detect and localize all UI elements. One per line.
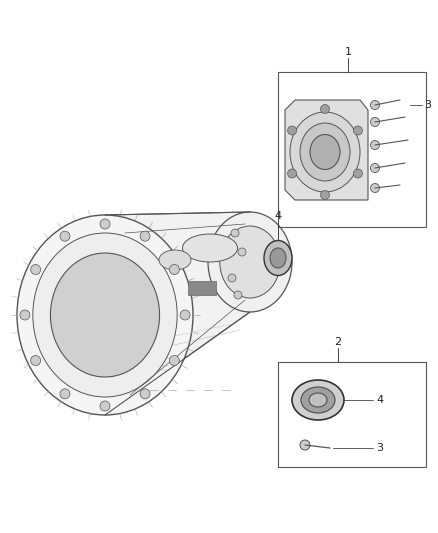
- Ellipse shape: [183, 234, 237, 262]
- Circle shape: [228, 274, 236, 282]
- Circle shape: [20, 310, 30, 320]
- Ellipse shape: [264, 240, 292, 276]
- Circle shape: [231, 229, 239, 237]
- Ellipse shape: [17, 215, 193, 415]
- Circle shape: [371, 164, 379, 173]
- Ellipse shape: [220, 226, 280, 298]
- Bar: [188, 281, 216, 295]
- Circle shape: [234, 291, 242, 299]
- Circle shape: [353, 126, 362, 135]
- Circle shape: [31, 264, 41, 274]
- Circle shape: [288, 126, 297, 135]
- Circle shape: [371, 101, 379, 109]
- Ellipse shape: [309, 393, 327, 407]
- Circle shape: [100, 401, 110, 411]
- Circle shape: [321, 104, 329, 114]
- Circle shape: [170, 356, 179, 366]
- Circle shape: [321, 190, 329, 199]
- Circle shape: [238, 248, 246, 256]
- Ellipse shape: [33, 233, 177, 397]
- Ellipse shape: [159, 250, 191, 270]
- Circle shape: [100, 219, 110, 229]
- Circle shape: [353, 169, 362, 178]
- Bar: [278, 72, 426, 227]
- Ellipse shape: [50, 253, 159, 377]
- Circle shape: [140, 389, 150, 399]
- Ellipse shape: [208, 212, 292, 312]
- Ellipse shape: [310, 134, 340, 169]
- Text: 2: 2: [335, 337, 342, 347]
- Ellipse shape: [300, 123, 350, 181]
- Circle shape: [371, 117, 379, 126]
- Circle shape: [31, 356, 41, 366]
- Polygon shape: [105, 212, 250, 415]
- Text: 4: 4: [275, 211, 282, 221]
- Circle shape: [180, 310, 190, 320]
- Text: 3: 3: [424, 100, 431, 110]
- Circle shape: [300, 440, 310, 450]
- Circle shape: [371, 141, 379, 149]
- Ellipse shape: [292, 380, 344, 420]
- Polygon shape: [285, 100, 368, 200]
- Bar: [278, 362, 426, 467]
- Text: 3: 3: [377, 443, 384, 453]
- Circle shape: [60, 231, 70, 241]
- Circle shape: [288, 169, 297, 178]
- Circle shape: [371, 183, 379, 192]
- Ellipse shape: [301, 387, 335, 413]
- Circle shape: [140, 231, 150, 241]
- Circle shape: [170, 264, 179, 274]
- Circle shape: [60, 389, 70, 399]
- Ellipse shape: [290, 112, 360, 192]
- Text: 1: 1: [345, 47, 352, 57]
- Text: 4: 4: [376, 395, 384, 405]
- Ellipse shape: [270, 248, 286, 268]
